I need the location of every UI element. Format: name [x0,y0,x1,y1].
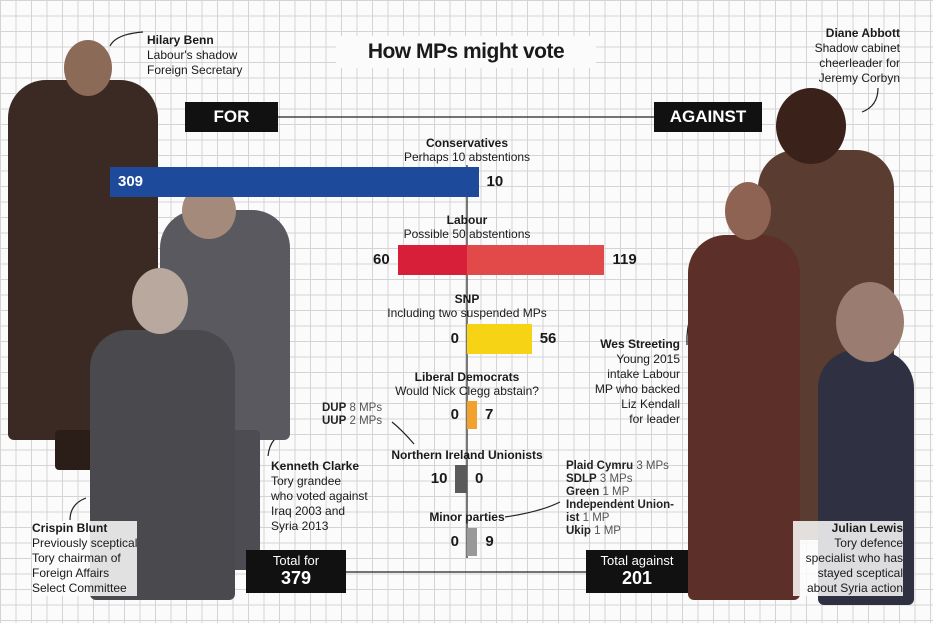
bar-against-labour [467,245,605,275]
ni-note-row: UUP 2 MPs [322,415,383,427]
bar-against-conservatives [467,167,479,197]
caption-kenneth-clarke: Kenneth Clarke Tory grandee who voted ag… [271,459,368,533]
bar-against-minor-parties [467,528,478,556]
bar-against-liberal-democrats [467,401,477,429]
caption-hilary-benn: Hilary Benn Labour's shadow Foreign Secr… [147,33,243,77]
value-against-ni-unionists: 0 [475,470,484,487]
caption-crispin-blunt: Crispin Blunt Previously sceptical Tory … [32,521,138,596]
minor-note-row: Green 1 MP [566,486,630,498]
category-conservatives: Conservatives Perhaps 10 abstentions [403,136,531,164]
value-against-conservatives: 10 [486,173,504,190]
chart-title: How MPs might vote [336,36,596,68]
ni-parties-note: DUP 8 MPs UUP 2 MPs [322,402,382,428]
category-labour: Labour Possible 50 abstentions [403,213,531,241]
bar-for-ni-unionists [455,465,467,493]
for-label: FOR [185,102,278,132]
minor-note-row: Plaid Cymru 3 MPs [566,460,669,472]
value-against-labour: 119 [612,251,637,268]
value-against-liberal-democrats: 7 [485,406,494,423]
value-for-conservatives: 309 [118,173,144,190]
caption-diane-abbott: Diane Abbott Shadow cabinet cheerleader … [814,26,900,85]
ni-note-row: DUP 8 MPs [322,402,383,414]
category-northern-ireland-unionists: Northern Ireland Unionists [391,448,543,462]
value-for-ni-unionists: 10 [430,470,448,487]
value-for-liberal-democrats: 0 [450,406,459,423]
minor-note-row: ist 1 MP [566,512,610,524]
minor-note-row: Ukip 1 MP [566,525,621,537]
value-for-minor-parties: 0 [450,533,459,550]
caption-julian-lewis: Julian Lewis Tory defence specialist who… [793,521,903,596]
value-for-labour: 60 [372,251,390,268]
caption-wes-streeting: Wes Streeting Young 2015 intake Labour M… [594,337,680,426]
bar-against-snp [467,324,532,354]
value-for-snp: 0 [450,330,459,347]
bar-for-labour [397,245,467,275]
against-label: AGAINST [654,102,762,132]
category-minor-parties: Minor parties [429,510,505,524]
category-liberal-democrats: Liberal Democrats Would Nick Clegg abstai… [395,370,539,398]
total-for-box: Total for 379 [246,550,346,593]
bar-for-conservatives [110,167,467,197]
value-against-snp: 56 [539,330,557,347]
category-snp: SNP Including two suspended MPs [387,292,547,320]
minor-note-row: Independent Union- [566,499,674,511]
minor-note-row: SDLP 3 MPs [566,473,633,485]
value-against-minor-parties: 9 [485,533,494,550]
total-against-box: Total against 201 [586,550,688,593]
minor-parties-note: Plaid Cymru 3 MPs SDLP 3 MPs Green 1 MP … [566,460,674,538]
